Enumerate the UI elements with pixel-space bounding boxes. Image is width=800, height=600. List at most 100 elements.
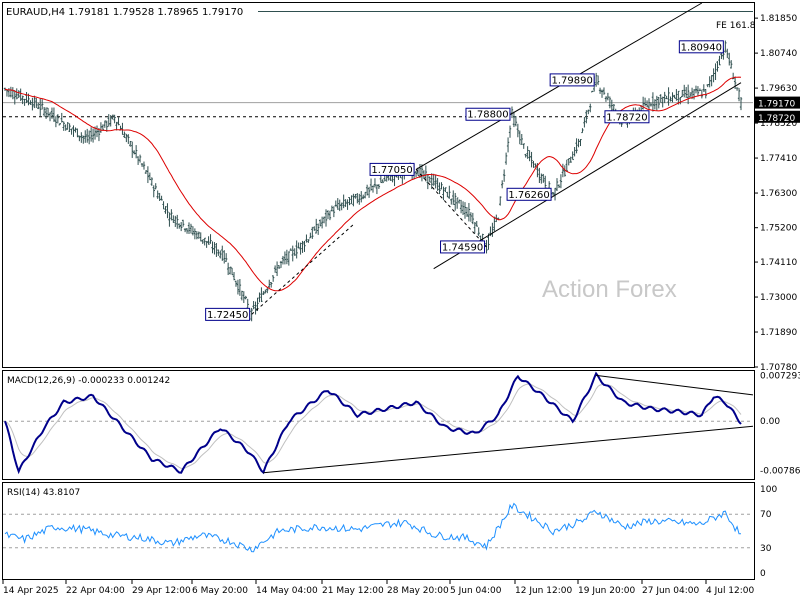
- candle: [86, 128, 89, 143]
- candle: [330, 205, 334, 212]
- candle: [213, 242, 216, 255]
- candle: [283, 251, 287, 265]
- candle: [424, 165, 428, 182]
- price-tick-label: 1.79630: [760, 84, 797, 94]
- price-tick-label: 1.71890: [760, 328, 797, 338]
- price-label-1.76260: 1.76260: [506, 187, 552, 201]
- candle: [675, 89, 678, 101]
- price-label-1.78800: 1.78800: [465, 107, 511, 121]
- candle: [581, 128, 584, 134]
- candle: [342, 194, 345, 209]
- candle: [600, 89, 604, 98]
- candle: [230, 267, 234, 276]
- candle: [620, 122, 623, 127]
- candle: [215, 242, 218, 257]
- candle: [514, 116, 518, 127]
- candle: [551, 192, 555, 196]
- current-price-badge-text: 1.79170: [758, 100, 795, 110]
- candle: [209, 234, 212, 244]
- candle: [31, 97, 34, 111]
- candle: [696, 86, 700, 97]
- candle: [250, 307, 253, 322]
- candle: [311, 226, 314, 239]
- candle: [258, 292, 261, 303]
- price-tick-label: 1.81850: [760, 14, 797, 24]
- candle: [516, 123, 520, 138]
- candle: [655, 95, 659, 111]
- price-label-1.74590: 1.74590: [440, 240, 486, 254]
- price-tick-label: 1.76300: [760, 189, 797, 199]
- price-label-box: [465, 107, 511, 121]
- candle: [195, 231, 199, 240]
- candle: [575, 138, 578, 154]
- x-tick-label: 6 May 20:00: [192, 586, 248, 596]
- candle: [223, 250, 226, 264]
- watermark: Action Forex: [542, 276, 677, 303]
- x-tick-label: 12 Jun 12:00: [515, 586, 572, 596]
- candle: [80, 132, 83, 143]
- candle: [522, 143, 525, 149]
- candle: [694, 85, 698, 94]
- candle: [369, 178, 373, 191]
- candle: [502, 169, 506, 182]
- candle: [105, 120, 108, 132]
- candle: [273, 265, 277, 273]
- candle: [19, 88, 22, 101]
- candle: [221, 245, 224, 261]
- candle: [530, 151, 533, 168]
- candle: [440, 182, 443, 190]
- x-tick-label: 27 Jun 04:00: [642, 586, 699, 596]
- candle: [365, 184, 369, 196]
- candle: [686, 84, 690, 105]
- candle: [279, 260, 283, 268]
- candle: [520, 133, 523, 145]
- candle: [532, 160, 535, 168]
- candle: [506, 137, 510, 153]
- macd-panel-frame: [2, 370, 755, 480]
- candle: [224, 253, 228, 262]
- candle: [299, 242, 302, 255]
- candle: [730, 60, 733, 69]
- candle: [338, 199, 341, 212]
- candle: [56, 114, 60, 124]
- candle: [348, 197, 351, 206]
- candle: [234, 280, 238, 287]
- candle: [140, 163, 144, 167]
- price-tick-label: 1.78520: [760, 119, 797, 129]
- candle: [318, 219, 322, 227]
- x-tick-label: 14 Apr 2025: [3, 586, 59, 596]
- rsi-tick-label: 100: [760, 485, 777, 495]
- candle: [585, 110, 588, 124]
- candle: [207, 236, 210, 245]
- price-label-1.79890: 1.79890: [549, 73, 595, 87]
- candle: [728, 52, 731, 66]
- candle: [178, 223, 181, 229]
- candle: [571, 151, 574, 161]
- candle: [569, 156, 572, 163]
- price-label-1.77050: 1.77050: [369, 162, 415, 176]
- candle: [452, 190, 455, 205]
- support-price-badge: [755, 110, 800, 123]
- candle: [475, 220, 478, 227]
- candle: [739, 97, 743, 111]
- candle: [244, 295, 247, 300]
- candle: [465, 207, 469, 217]
- candle: [297, 242, 300, 249]
- candle: [76, 128, 79, 138]
- candle: [499, 196, 502, 206]
- candle: [381, 179, 384, 184]
- candle: [444, 187, 447, 193]
- candle: [42, 106, 46, 117]
- price-label-text: 1.72450: [207, 310, 248, 321]
- candle: [649, 102, 653, 107]
- candle: [559, 174, 563, 189]
- candle: [350, 195, 353, 205]
- x-tick-label: 29 Apr 12:00: [132, 586, 191, 596]
- candle: [448, 185, 451, 199]
- candle: [166, 203, 169, 219]
- candle: [270, 282, 273, 288]
- candle: [232, 272, 236, 281]
- candle: [367, 186, 371, 198]
- candle: [226, 262, 230, 276]
- candle: [164, 206, 167, 214]
